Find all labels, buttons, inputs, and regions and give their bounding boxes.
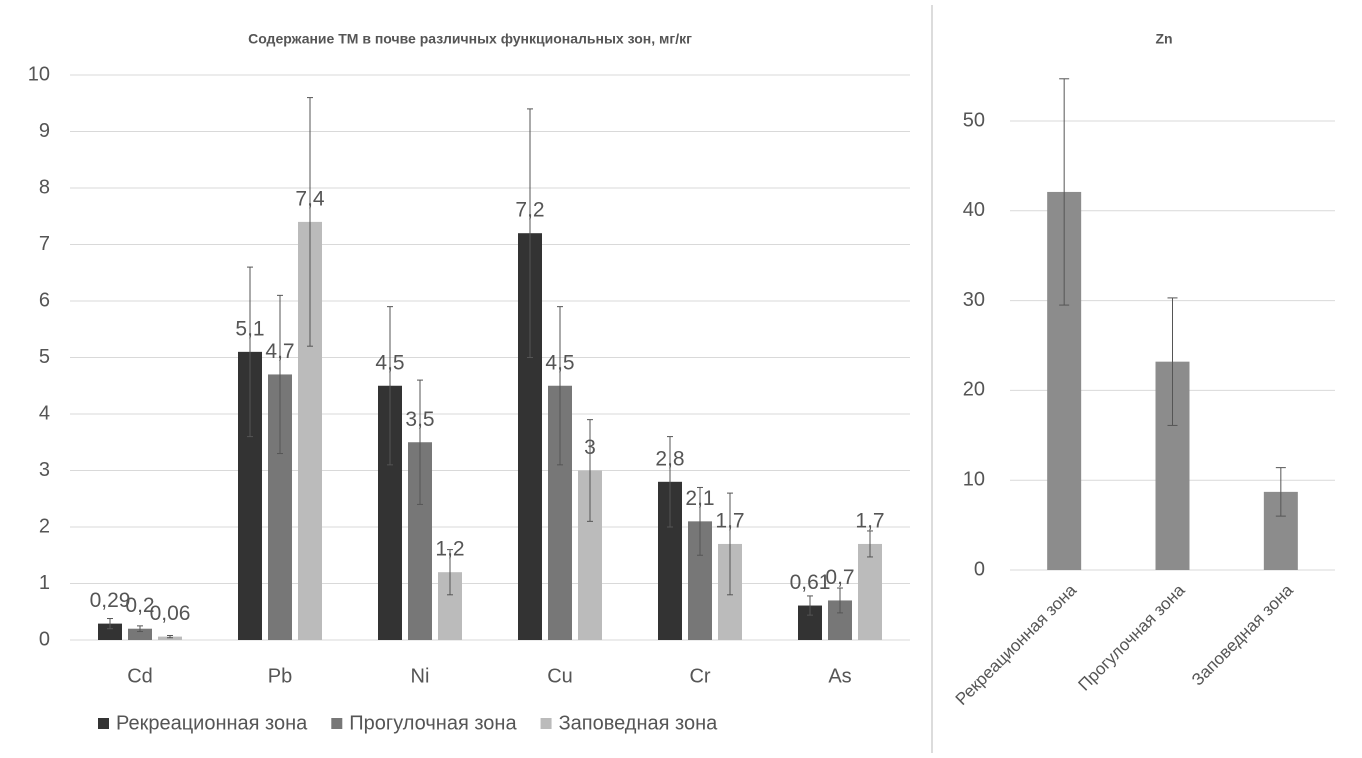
data-label: 5,1 [235,317,264,340]
data-label: 3 [584,436,596,459]
legend-label: Рекреационная зона [116,712,308,734]
data-label: 0,61 [790,571,831,594]
y-tick-label: 6 [39,289,50,311]
x-tick-label: Cd [127,665,153,687]
chart-title: Zn [1155,31,1172,47]
bar [98,623,122,640]
x-tick-label: Cu [547,665,573,687]
y-tick-label: 50 [963,109,985,131]
x-tick-label: Ni [411,665,430,687]
data-label: 7,2 [515,199,544,222]
legend-swatch [540,718,552,729]
data-label: 1,7 [715,509,744,532]
data-label: 2,8 [655,447,684,470]
y-tick-label: 30 [963,289,985,311]
data-label: 3,5 [405,408,434,431]
data-label: 1,2 [435,538,464,561]
data-label: 0,29 [90,589,131,612]
y-tick-label: 0 [39,628,50,650]
y-tick-label: 7 [39,233,50,255]
y-tick-label: 9 [39,120,50,142]
bar [158,636,182,640]
y-tick-label: 20 [963,379,985,401]
chart-title: Содержание ТМ в почве различных функцион… [248,31,692,47]
x-tick-label: Cr [689,665,710,687]
y-tick-label: 1 [39,572,50,594]
data-label: 4,5 [545,351,574,374]
y-tick-label: 4 [39,402,50,424]
data-label: 0,2 [125,594,154,617]
data-label: 7,4 [295,187,325,210]
y-tick-label: 3 [39,459,50,481]
data-label: 1,7 [855,509,884,532]
bar [128,628,152,640]
data-label: 4,7 [265,340,294,363]
data-label: 4,5 [375,351,404,374]
legend-label: Заповедная зона [559,712,719,734]
legend-swatch [98,718,109,729]
y-tick-label: 8 [39,176,50,198]
y-tick-label: 0 [974,558,985,580]
x-tick-label: As [828,665,851,687]
x-tick-label: Pb [268,665,292,687]
y-tick-label: 40 [963,199,985,221]
data-label: 0,7 [825,566,854,589]
y-tick-label: 5 [39,346,50,368]
data-label: 0,06 [150,602,191,625]
y-tick-label: 2 [39,515,50,537]
data-label: 2,1 [685,487,714,510]
legend-swatch [331,718,343,729]
legend-label: Прогулочная зона [349,712,517,734]
y-tick-label: 10 [28,63,50,85]
bar [858,543,882,640]
y-tick-label: 10 [963,468,985,490]
